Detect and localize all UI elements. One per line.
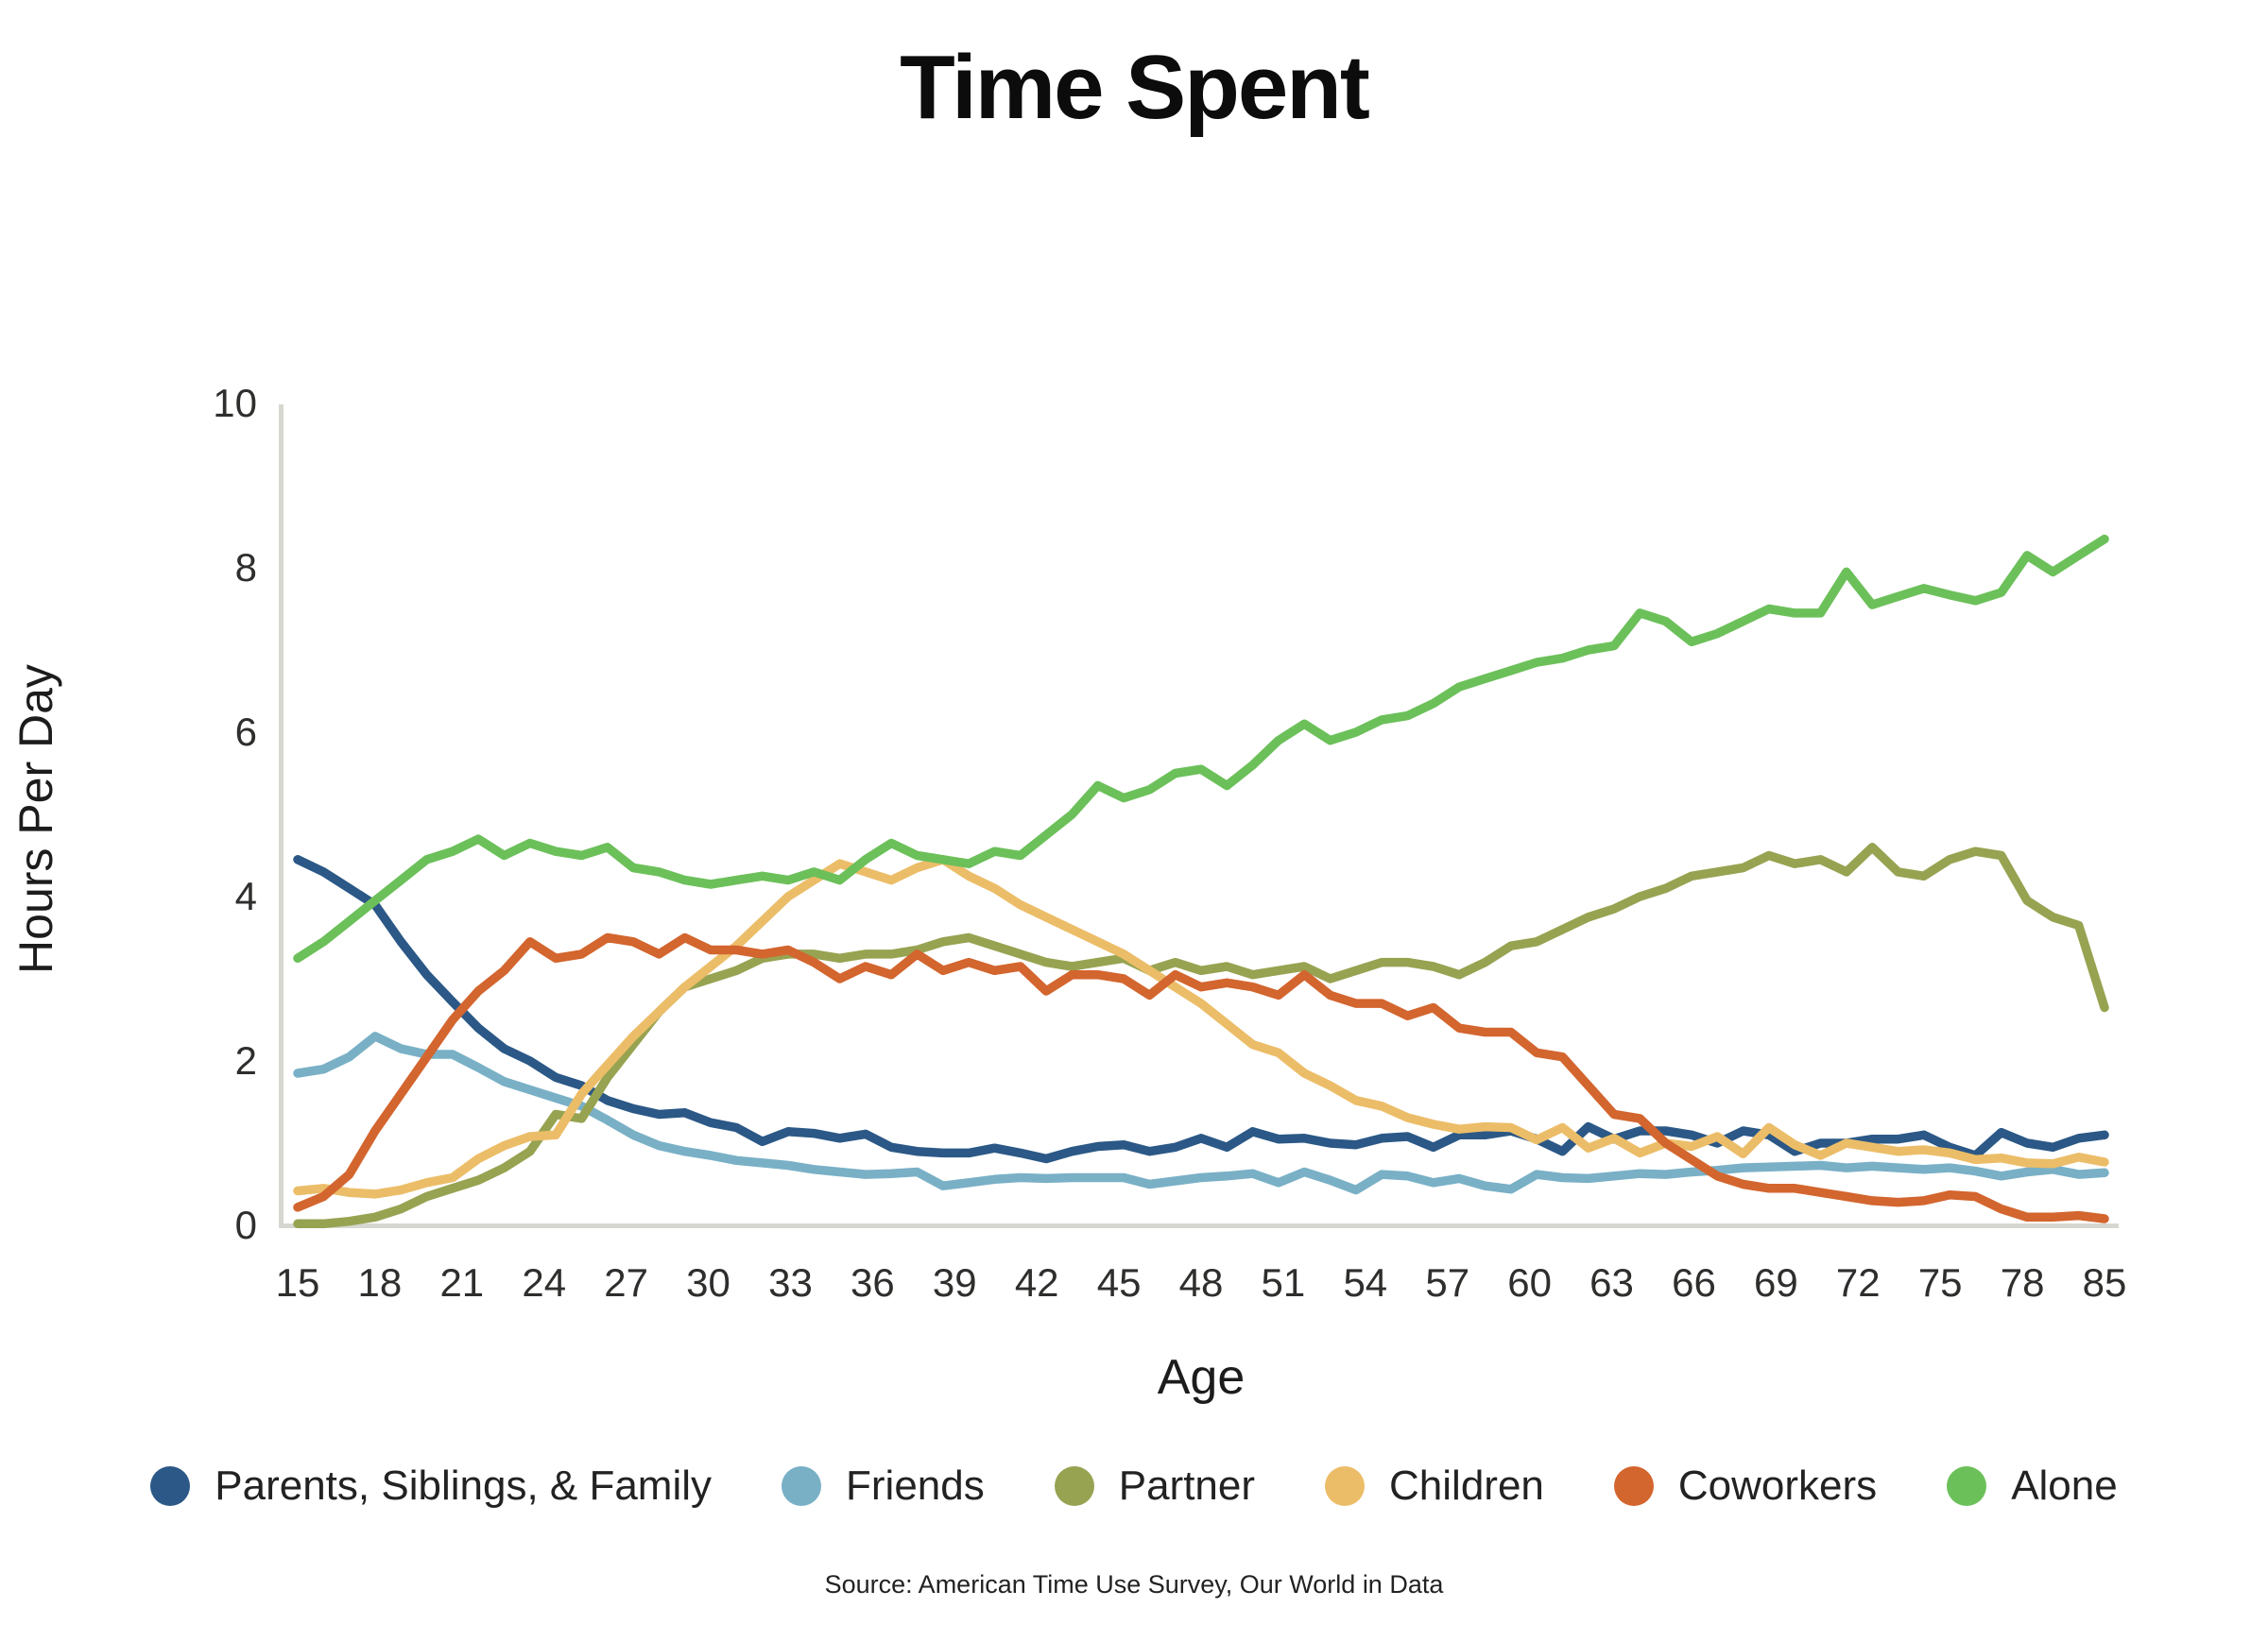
y-tick-label: 10 [213, 381, 257, 425]
legend-label: Coworkers [1677, 1462, 1878, 1509]
children-series-dot-icon [1325, 1466, 1366, 1506]
y-tick-label: 0 [235, 1203, 257, 1247]
x-tick-label: 27 [604, 1260, 648, 1305]
legend-item-partner: Partner [1054, 1462, 1256, 1510]
series-line-children [293, 855, 2109, 1199]
x-tick-label: 51 [1262, 1260, 1306, 1305]
chart-title: Time Spent [900, 37, 1370, 138]
x-tick-label: 18 [358, 1260, 403, 1305]
x-tick-label: 75 [1918, 1260, 1963, 1305]
x-tick-label: 63 [1589, 1260, 1634, 1305]
series-line-alone [293, 534, 2109, 964]
x-tick-label: 60 [1507, 1260, 1552, 1305]
legend-item-friends: Friends [782, 1462, 985, 1510]
legend-item-alone: Alone [1947, 1462, 2118, 1510]
x-tick-label: 33 [768, 1260, 813, 1305]
x-tick-label: 54 [1343, 1260, 1387, 1305]
y-tick-label: 6 [235, 710, 257, 754]
source-attribution: Source: American Time Use Survey, Our Wo… [824, 1570, 1444, 1599]
x-tick-label: 57 [1425, 1260, 1469, 1305]
series-line-coworkers [293, 932, 2109, 1223]
x-tick-label: 48 [1179, 1260, 1224, 1305]
friends-series-dot-icon [782, 1466, 822, 1506]
y-axis-label: Hours Per Day [9, 664, 62, 974]
alone-series-dot-icon [1947, 1466, 1987, 1506]
y-tick-label: 4 [235, 874, 257, 918]
x-tick-label: 24 [522, 1260, 566, 1305]
legend-label: Friends [846, 1462, 985, 1509]
y-tick-label: 8 [235, 545, 257, 590]
legend-item-family: Parents, Siblings, & Family [150, 1462, 712, 1510]
x-axis-label: Age [1157, 1350, 1246, 1405]
legend-label: Children [1389, 1462, 1544, 1509]
legend-item-children: Children [1325, 1462, 1544, 1510]
family-series-dot-icon [150, 1466, 191, 1506]
x-tick-label: 45 [1097, 1260, 1142, 1305]
x-tick-label: 69 [1754, 1260, 1798, 1305]
series-line-friends [293, 1032, 2109, 1195]
legend: Parents, Siblings, & Family Friends Part… [0, 1462, 2268, 1510]
x-tick-label: 42 [1015, 1260, 1059, 1305]
x-tick-label: 78 [2001, 1260, 2045, 1305]
series-line-partner [293, 843, 2109, 1229]
legend-label: Parents, Siblings, & Family [215, 1462, 713, 1509]
legend-label: Partner [1118, 1462, 1256, 1509]
x-tick-label: 85 [2083, 1260, 2127, 1305]
x-tick-label: 36 [850, 1260, 895, 1305]
x-tick-label: 39 [933, 1260, 977, 1305]
coworkers-series-dot-icon [1613, 1466, 1654, 1506]
partner-series-dot-icon [1054, 1466, 1094, 1506]
x-tick-label: 15 [276, 1260, 320, 1305]
y-tick-label: 2 [235, 1038, 257, 1083]
x-tick-label: 21 [439, 1260, 484, 1305]
x-tick-label: 30 [686, 1260, 730, 1305]
legend-label: Alone [2011, 1462, 2118, 1509]
legend-item-coworkers: Coworkers [1613, 1462, 1878, 1510]
x-tick-label: 72 [1836, 1260, 1881, 1305]
x-tick-label: 66 [1672, 1260, 1716, 1305]
